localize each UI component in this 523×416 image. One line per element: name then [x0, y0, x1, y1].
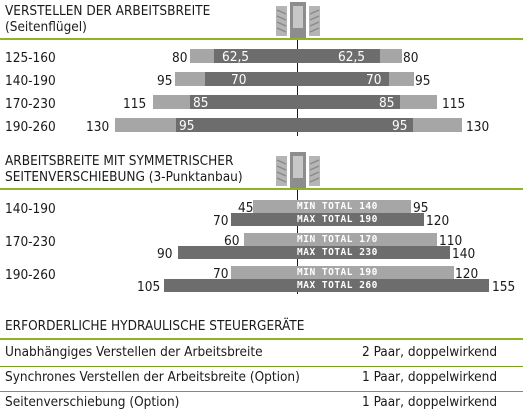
inner-width-bar	[190, 95, 400, 109]
max-right-value: 155	[492, 279, 516, 295]
outer-right-value: 115	[442, 96, 466, 112]
row-label: 170-230	[5, 234, 56, 250]
outer-right-value: 95	[415, 73, 431, 89]
inner-width-bar	[205, 72, 389, 86]
max-left-value: 105	[137, 279, 161, 295]
row-label: 125-160	[5, 50, 56, 66]
min-total-label: MIN TOTAL 170	[297, 234, 378, 245]
min-right-value: 110	[439, 233, 463, 249]
row-label: 170-230	[5, 96, 56, 112]
min-total-label: MIN TOTAL 140	[297, 201, 378, 212]
section1-title: VERSTELLEN DER ARBEITSBREITE	[5, 3, 211, 19]
row-label: 140-190	[5, 73, 56, 89]
outer-right-value: 130	[466, 119, 490, 135]
hydraulics-value: 1 Paar, doppelwirkend	[362, 394, 498, 410]
hydraulics-value: 2 Paar, doppelwirkend	[362, 344, 498, 360]
outer-left-value: 130	[86, 119, 110, 135]
section2-title-line1: ARBEITSBREITE MIT SYMMETRISCHER	[5, 153, 234, 169]
max-total-label: MAX TOTAL 190	[297, 214, 378, 225]
hydraulics-item: Synchrones Verstellen der Arbeitsbreite …	[5, 369, 300, 385]
max-left-value: 90	[157, 246, 173, 262]
hydraulics-item: Unabhängiges Verstellen der Arbeitsbreit…	[5, 344, 263, 360]
min-right-value: 120	[455, 266, 479, 282]
max-left-value: 70	[213, 213, 229, 229]
outer-left-value: 95	[157, 73, 173, 89]
hydraulics-row: Unabhängiges Verstellen der Arbeitsbreit…	[0, 340, 523, 367]
row-label: 190-260	[5, 267, 56, 283]
hydraulics-rule	[0, 338, 523, 340]
hydraulics-item: Seitenverschiebung (Option)	[5, 394, 180, 410]
max-right-value: 120	[426, 213, 450, 229]
max-right-value: 140	[452, 246, 476, 262]
min-right-value: 95	[413, 200, 429, 216]
outer-left-value: 80	[172, 50, 188, 66]
inner-left-value: 85	[193, 95, 209, 111]
min-total-bar	[244, 233, 437, 246]
min-left-value: 60	[224, 233, 240, 249]
inner-left-value: 62,5	[222, 49, 250, 65]
row-label: 190-260	[5, 119, 56, 135]
min-left-value: 45	[238, 200, 254, 216]
max-total-label: MAX TOTAL 230	[297, 247, 378, 258]
outer-left-value: 115	[123, 96, 147, 112]
tractor-rear-icon	[276, 2, 320, 38]
inner-right-value: 70	[366, 72, 382, 88]
min-total-bar	[231, 266, 454, 279]
hydraulics-value: 1 Paar, doppelwirkend	[362, 369, 498, 385]
hydraulics-row: Synchrones Verstellen der Arbeitsbreite …	[0, 365, 523, 392]
center-axis-line	[297, 40, 298, 136]
hydraulics-title: ERFORDERLICHE HYDRAULISCHE STEUERGERÄTE	[5, 318, 305, 334]
max-total-bar	[178, 246, 450, 259]
section2-title-line2: SEITENVERSCHIEBUNG (3-Punktanbau)	[5, 169, 243, 185]
min-left-value: 70	[213, 266, 229, 282]
hydraulics-row: Seitenverschiebung (Option) 1 Paar, dopp…	[0, 390, 523, 416]
max-total-bar	[231, 213, 424, 226]
inner-left-value: 70	[231, 72, 247, 88]
inner-right-value: 85	[379, 95, 395, 111]
row-label: 140-190	[5, 201, 56, 217]
section1-rule	[0, 38, 523, 40]
outer-right-value: 80	[403, 50, 419, 66]
inner-left-value: 95	[179, 118, 195, 134]
inner-right-value: 62,5	[338, 49, 366, 65]
tractor-rear-icon	[276, 152, 320, 188]
min-total-label: MIN TOTAL 190	[297, 267, 378, 278]
max-total-label: MAX TOTAL 260	[297, 280, 378, 291]
section1-subtitle: (Seitenflügel)	[5, 19, 87, 35]
inner-width-bar	[176, 118, 413, 132]
section2-rule	[0, 188, 523, 190]
min-total-bar	[253, 200, 411, 213]
inner-right-value: 95	[392, 118, 408, 134]
max-total-bar	[164, 279, 489, 292]
inner-width-bar	[214, 49, 380, 63]
